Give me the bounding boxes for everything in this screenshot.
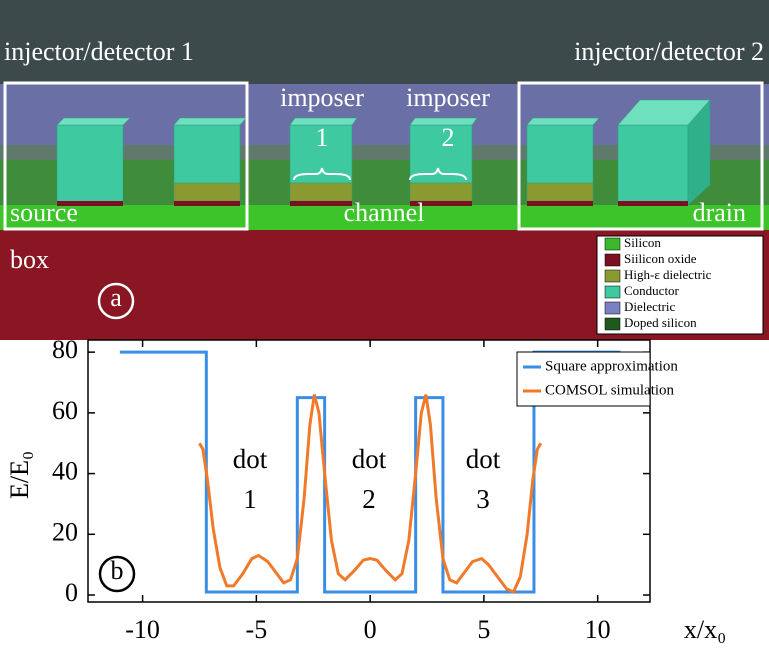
conductor [173,124,241,186]
oxide-strips [57,201,688,206]
legend-label: Conductor [624,283,680,298]
imposer-label: imposer [280,83,364,112]
conductor-top [173,117,247,126]
oxide [57,201,123,206]
oxide [410,201,472,206]
x-tick-label: 0 [364,615,377,644]
region-label: injector/detector 2 [574,37,764,66]
legend-box [516,351,651,407]
annotation: dot [466,444,501,474]
high-k [173,182,241,202]
layer-label: drain [693,198,746,227]
legend-label: Silicon [624,235,661,250]
imposer-number: 2 [442,123,455,152]
annotation: 1 [243,484,257,514]
y-tick-label: 60 [52,396,78,425]
x-tick-label: 10 [585,615,611,644]
y-tick-label: 80 [52,335,78,364]
conductor-side [687,99,711,206]
legend-label: COMSOL simulation [545,382,675,398]
x-tick-label: 5 [477,615,490,644]
conductor [56,124,124,206]
oxide [290,201,352,206]
panel-label: a [110,283,122,312]
legend-swatch [604,269,621,283]
x-tick-label: -5 [246,615,268,644]
conductor-top [526,117,600,126]
legend-swatch [604,317,621,331]
region-box [517,81,764,231]
oxide [527,201,593,206]
y-axis-label: E/E₀ [5,451,34,499]
brace [409,167,467,181]
imposer-number: 1 [316,123,329,152]
legend-label: High-ε dielectric [624,267,712,282]
layer-label: source [10,198,78,227]
oxide [174,201,240,206]
panel-circle [98,555,136,593]
plot-frame [87,339,651,603]
conductor-top [56,117,131,126]
annotation: dot [352,444,387,474]
legend-label: Square approximation [545,358,678,374]
legend-label: Doped silicon [624,315,697,330]
panel-circle [97,282,135,320]
conductor [617,124,689,206]
series-line [198,394,543,594]
oxide [618,201,688,206]
legend-label: Siilicon oxide [624,251,697,266]
conductor [526,124,594,186]
annotation: dot [233,444,268,474]
conductor-top [289,117,358,126]
legend-label: Dielectric [624,299,675,314]
x-axis-label: x/x₀ [684,615,726,644]
legend-swatch [604,285,621,299]
x-tick-label: -10 [125,615,160,644]
render-panel: injector/detector 1 injector/detector 2 … [0,0,769,340]
panel-label: b [111,556,124,585]
annotation: 2 [362,484,376,514]
silicon-layer [0,205,769,230]
legend-box [596,235,764,335]
layer-label: channel [344,198,425,227]
annotation: 3 [476,484,490,514]
region-box [3,81,249,231]
series-line [119,350,621,594]
legend-swatch [604,237,621,251]
y-tick-label: 20 [52,517,78,546]
high-k [526,182,594,202]
conductor-top [409,117,478,126]
legend-swatch [604,301,621,315]
legend-swatch [604,253,621,267]
y-tick-label: 0 [65,578,78,607]
brace [293,167,351,181]
imposer-label: imposer [406,83,490,112]
region-label: injector/detector 1 [4,37,194,66]
y-tick-label: 40 [52,457,78,486]
layer-label: box [10,245,49,274]
chart: 0 20 40 60 80 -10 -5 0 5 10 dot 1 dot 2 dot 3 Square app… [5,335,726,644]
